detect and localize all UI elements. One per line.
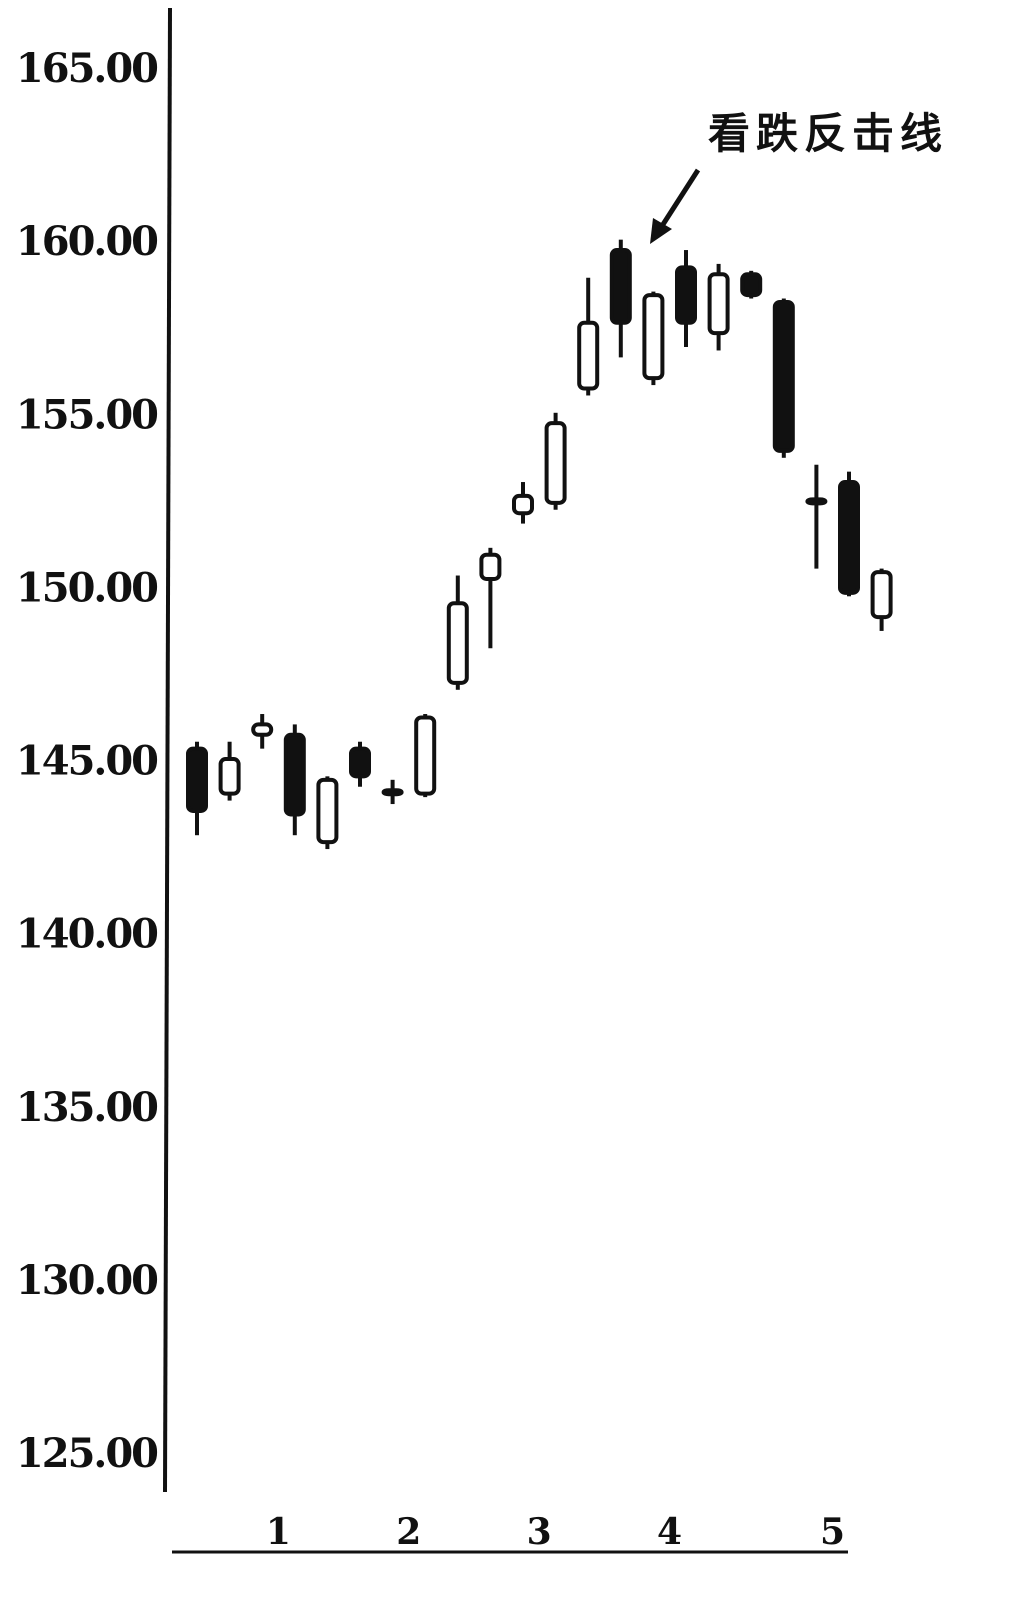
y-tick-label: 165.00: [16, 45, 157, 92]
candle-body-hollow: [642, 293, 665, 381]
candle: [544, 412, 567, 510]
candle: [805, 464, 828, 569]
candle: [316, 776, 339, 850]
candle: [186, 741, 208, 836]
y-tick-label: 155.00: [16, 391, 157, 438]
y-tick-label: 145.00: [16, 738, 157, 785]
y-tick-label: 135.00: [16, 1084, 157, 1131]
y-tick-label: 130.00: [16, 1257, 157, 1304]
annotation-label: 看跌反击线: [708, 109, 948, 158]
annotation-arrowhead: [650, 218, 672, 244]
candle: [479, 547, 502, 649]
candle: [414, 714, 437, 798]
candle: [446, 575, 469, 690]
y-axis: [163, 7, 172, 1493]
candle: [642, 291, 665, 386]
candle-body-filled: [186, 746, 208, 813]
candle-body-hollow: [805, 497, 828, 506]
candle: [251, 714, 274, 749]
y-tick-label: 125.00: [16, 1430, 157, 1477]
candle-body-hollow: [479, 552, 502, 581]
candle-body-filled: [740, 272, 763, 298]
candle: [577, 277, 600, 396]
candle-body-filled: [609, 248, 632, 325]
candle: [218, 741, 241, 801]
candle-body-hollow: [577, 320, 600, 391]
candle: [349, 741, 371, 787]
y-tick-labels: 165.00 160.00 155.00 150.00 145.00 140.00 135.…: [16, 45, 159, 1477]
candle-body-filled: [838, 480, 860, 595]
candle: [381, 779, 404, 805]
candle: [512, 482, 534, 524]
candle: [707, 263, 730, 351]
y-axis-line: [163, 7, 172, 1493]
candle: [838, 471, 860, 597]
candle-body-hollow: [316, 777, 339, 845]
candles: [186, 239, 893, 850]
candle-body-filled: [772, 299, 795, 453]
candle-body-filled: [675, 265, 697, 325]
candle: [870, 568, 893, 631]
y-tick-label: 150.00: [16, 564, 157, 611]
x-tick-label: 5: [820, 1511, 845, 1553]
candle-body-hollow: [707, 272, 730, 336]
x-tick-label: 1: [266, 1511, 291, 1553]
candle-body-hollow: [512, 493, 534, 516]
x-tick-labels: 1 2 3 4 5: [266, 1511, 845, 1553]
y-tick-label: 160.00: [16, 218, 157, 265]
candle: [609, 239, 632, 358]
y-tick-label: 140.00: [16, 911, 157, 958]
candle-body-hollow: [870, 570, 893, 620]
x-tick-label: 4: [657, 1511, 682, 1553]
candle-body-hollow: [381, 788, 404, 797]
candle: [675, 250, 697, 347]
x-tick-label: 2: [396, 1511, 421, 1553]
candle: [283, 724, 306, 836]
candle-body-hollow: [446, 601, 469, 685]
candle-body-hollow: [544, 421, 567, 505]
annotation: 看跌反击线: [650, 109, 948, 244]
candle-body-hollow: [251, 722, 274, 737]
annotation-arrow-shaft: [659, 168, 701, 228]
candle-body-filled: [349, 746, 371, 779]
candle: [772, 298, 795, 458]
candle-body-hollow: [414, 715, 437, 796]
candle-body-hollow: [218, 757, 241, 796]
candle: [740, 270, 763, 299]
x-tick-label: 3: [527, 1511, 552, 1553]
candle-body-filled: [283, 732, 306, 817]
